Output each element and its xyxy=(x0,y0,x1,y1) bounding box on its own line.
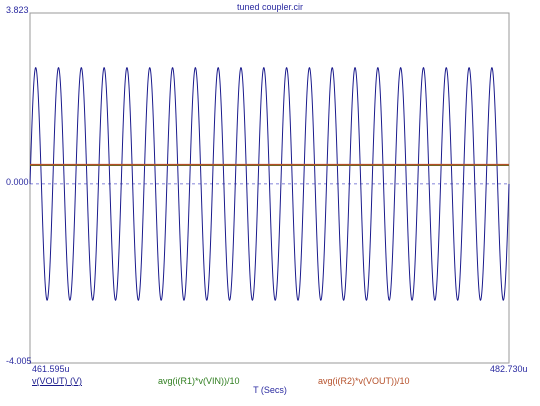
y-tick-label-zero: 0.000 xyxy=(6,177,29,187)
x-axis-label: T (Secs) xyxy=(253,385,287,395)
chart-title: tuned coupler.cir xyxy=(236,2,304,12)
legend-avg-r2-vout: avg(i(R2)*v(VOUT))/10 xyxy=(318,376,410,386)
series-line-0 xyxy=(29,67,510,301)
legend-avg-r1-vin: avg(i(R1)*v(VIN))/10 xyxy=(158,376,240,386)
x-tick-label-end: 482.730u xyxy=(490,364,528,374)
legend-vout: v(VOUT) (V) xyxy=(32,376,82,386)
series-layer xyxy=(29,67,510,301)
y-tick-label-min: -4.005 xyxy=(6,356,32,366)
y-tick-label-max: 3.823 xyxy=(6,5,29,15)
x-tick-label-start: 461.595u xyxy=(32,364,70,374)
